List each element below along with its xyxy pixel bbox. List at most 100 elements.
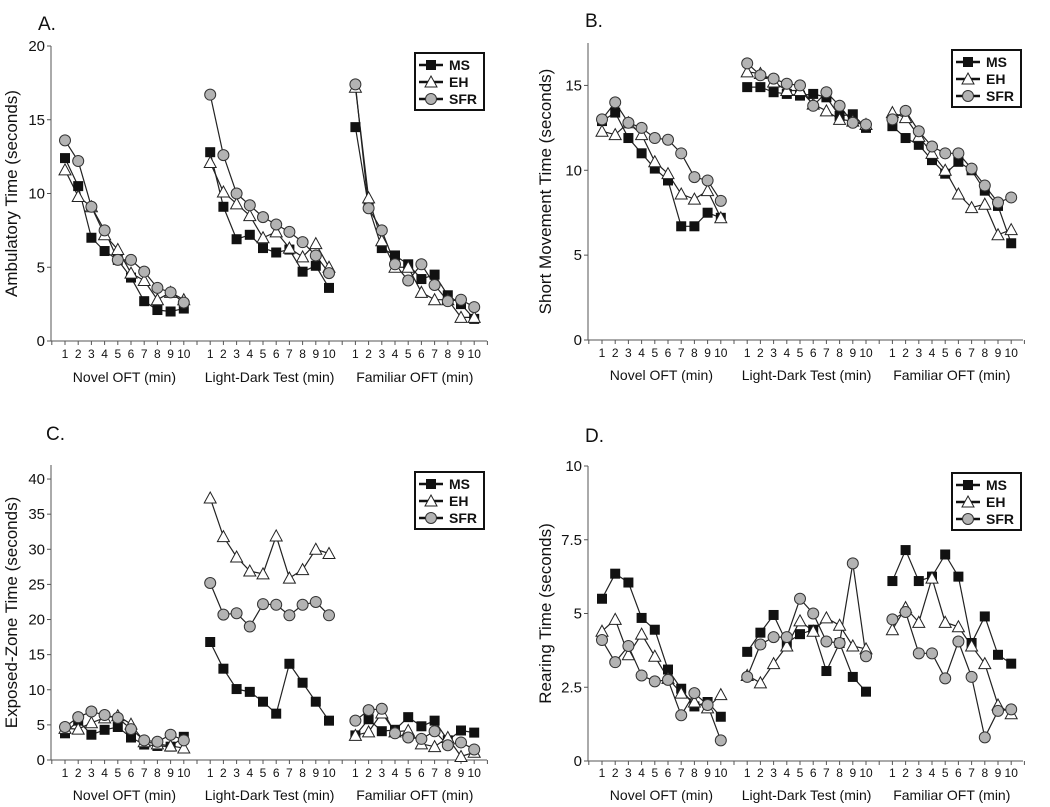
legend-label: MS (986, 477, 1007, 493)
sfr-circle-marker (375, 224, 388, 237)
ms-square-marker (165, 306, 176, 317)
eh-triangle-marker (322, 546, 336, 559)
series-ms (64, 127, 475, 320)
ms-square-marker (152, 305, 163, 316)
x-tick-label: 2 (220, 347, 227, 361)
sfr-circle-marker (362, 202, 375, 215)
x-tick-label: 9 (458, 347, 465, 361)
sfr-circle-marker (349, 78, 362, 91)
sfr-circle-marker (177, 296, 190, 309)
sfr-circle-marker (402, 274, 415, 287)
series-line (355, 708, 475, 750)
sfr-circle-marker (441, 295, 454, 308)
ms-square-marker (663, 664, 673, 675)
x-tick-label: 10 (468, 347, 482, 361)
eh-triangle-marker (951, 187, 966, 200)
x-tick-label: 3 (625, 346, 632, 360)
x-tick-label: 5 (114, 766, 121, 780)
ms-square-marker (297, 266, 308, 277)
x-tick-label: 1 (352, 347, 359, 361)
x-tick-label: 6 (665, 766, 672, 780)
y-tick-label: 5 (37, 259, 45, 276)
x-tick-label: 7 (431, 347, 438, 361)
series-sfr (64, 582, 475, 750)
eh-triangle-marker (832, 618, 847, 631)
x-group-label: Familiar OFT (min) (893, 367, 1010, 383)
x-tick-label: 5 (114, 347, 121, 361)
x-tick-label: 7 (141, 766, 148, 780)
ms-square-marker (742, 646, 753, 657)
x-tick-label: 4 (101, 766, 108, 780)
ms-square-marker (112, 721, 123, 732)
x-tick-label: 8 (444, 347, 451, 361)
series-ms (601, 548, 1012, 718)
eh-triangle-marker (740, 64, 755, 78)
sfr-circle-marker (965, 162, 978, 175)
sfr-circle-marker (85, 200, 98, 213)
eh-triangle-marker (898, 110, 913, 124)
ms-square-marker (60, 153, 70, 164)
x-tick-label: 3 (915, 346, 922, 360)
sfr-circle-marker (622, 116, 635, 129)
ms-square-marker (244, 686, 255, 697)
x-tick-label: 3 (88, 766, 95, 780)
ms-square-marker (963, 57, 973, 67)
series-line (64, 719, 185, 748)
eh-triangle-marker (925, 146, 939, 159)
series-line (601, 618, 722, 709)
y-tick-label: 30 (28, 541, 45, 558)
sfr-circle-marker (72, 711, 85, 724)
sfr-circle-marker (675, 709, 688, 722)
eh-triangle-marker (608, 612, 623, 625)
sfr-circle-marker (833, 637, 846, 649)
sfr-circle-marker (257, 598, 269, 611)
sfr-circle-marker (820, 86, 833, 99)
sfr-circle-marker (596, 634, 608, 647)
series-line (892, 112, 1012, 236)
ms-square-marker (218, 201, 229, 212)
sfr-circle-marker (820, 635, 833, 648)
eh-triangle-marker (779, 638, 794, 652)
sfr-circle-marker (741, 670, 754, 683)
eh-triangle-marker (424, 74, 438, 88)
series-line (64, 157, 184, 313)
ms-square-marker (913, 576, 924, 587)
legend-label: EH (449, 493, 468, 509)
markers-ms (60, 122, 480, 324)
eh-triangle-marker (961, 494, 975, 508)
x-tick-label: 9 (995, 766, 1002, 780)
series-line (64, 715, 184, 749)
sfr-circle-marker (1005, 703, 1018, 716)
y-tick-label: 2.5 (561, 679, 582, 696)
x-tick-label: 10 (714, 766, 728, 780)
eh-triangle-marker (753, 675, 768, 689)
x-tick-label: 3 (378, 347, 385, 361)
legend-label: SFR (986, 88, 1014, 104)
eh-triangle-marker (832, 112, 847, 125)
series-line (354, 716, 475, 742)
eh-triangle-marker (427, 292, 442, 306)
x-tick-label: 4 (783, 766, 790, 780)
x-group-label: Novel OFT (min) (73, 787, 176, 803)
x-tick-label: 5 (797, 766, 804, 780)
sfr-circle-marker (622, 639, 635, 652)
series-line (64, 140, 185, 304)
eh-triangle-marker (163, 738, 178, 752)
y-tick-label: 7.5 (561, 532, 582, 549)
x-tick-label: 2 (365, 766, 372, 780)
ms-square-marker (900, 133, 911, 144)
series-line (209, 162, 330, 268)
eh-triangle-marker (595, 124, 609, 137)
x-tick-label: 3 (770, 766, 777, 780)
sfr-circle-marker (635, 121, 648, 134)
x-tick-label: 5 (405, 766, 412, 780)
ms-square-marker (231, 684, 242, 695)
ms-square-marker (416, 721, 427, 732)
x-tick-label: 7 (678, 766, 685, 780)
markers-eh (595, 64, 1019, 241)
series-line (747, 71, 867, 126)
sfr-circle-marker (59, 134, 71, 147)
